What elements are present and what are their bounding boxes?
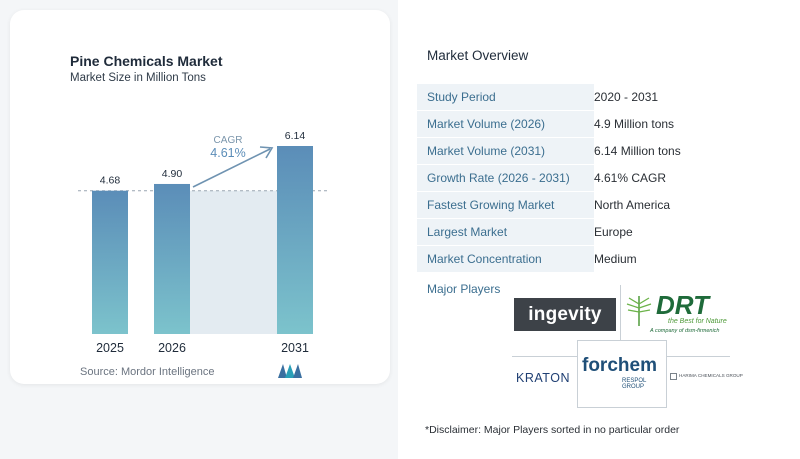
overview-row: Market Volume (2031) 6.14 Million tons xyxy=(417,138,795,165)
overview-row-label: Fastest Growing Market xyxy=(417,192,594,218)
bar-value-label: 6.14 xyxy=(285,130,306,142)
major-players-label: Major Players xyxy=(427,282,501,296)
overview-row-label: Largest Market xyxy=(417,219,594,245)
overview-row-label: Market Volume (2026) xyxy=(417,111,594,137)
overview-row: Market Volume (2026) 4.9 Million tons xyxy=(417,111,795,138)
drt-logo: DRT the Best for Nature A company of dsm… xyxy=(624,290,730,336)
overview-row-value: 6.14 Million tons xyxy=(594,144,681,158)
source-text: Source: Mordor Intelligence xyxy=(80,366,215,378)
chart-subtitle: Market Size in Million Tons xyxy=(70,72,206,84)
projection-band xyxy=(190,190,277,334)
disclaimer-text: *Disclaimer: Major Players sorted in no … xyxy=(425,424,680,436)
x-tick-label: 2026 xyxy=(158,341,186,355)
overview-row-label: Market Concentration xyxy=(417,246,594,272)
bar-2031 xyxy=(277,146,313,334)
overview-row-value: 4.61% CAGR xyxy=(594,171,667,185)
cagr-label: CAGR xyxy=(214,135,243,146)
overview-row: Largest Market Europe xyxy=(417,219,795,246)
pine-leaf-icon xyxy=(626,296,652,326)
overview-title: Market Overview xyxy=(427,48,529,63)
bar-2026 xyxy=(154,183,190,334)
chart-title: Pine Chemicals Market xyxy=(70,53,223,69)
overview-row: Growth Rate (2026 - 2031) 4.61% CAGR xyxy=(417,165,795,192)
overview-row: Fastest Growing Market North America xyxy=(417,192,795,219)
overview-row-value: 2020 - 2031 xyxy=(594,90,659,104)
logo-divider xyxy=(620,285,621,353)
bar-2025 xyxy=(92,190,128,334)
bar-value-label: 4.68 xyxy=(100,175,121,187)
bar-chart: 4.68 4.90 6.14 2025 2026 2031 CAGR 4.61% xyxy=(78,130,328,355)
overview-row-label: Study Period xyxy=(417,84,594,110)
overview-row: Study Period 2020 - 2031 xyxy=(417,84,795,111)
x-tick-label: 2031 xyxy=(281,341,309,355)
overview-row-label: Growth Rate (2026 - 2031) xyxy=(417,165,594,191)
cagr-arrow xyxy=(192,146,274,188)
overview-row-value: Europe xyxy=(594,225,633,239)
overview-row-label: Market Volume (2031) xyxy=(417,138,594,164)
overview-row-value: Medium xyxy=(594,252,637,266)
forchem-logo: forchem RESPOL GROUP xyxy=(577,340,667,408)
harima-logo: HARIMA CHEMICALS GROUP xyxy=(670,372,743,384)
overview-row-value: 4.9 Million tons xyxy=(594,117,675,131)
mordor-logo-icon xyxy=(278,364,302,378)
ingevity-logo: ingevity xyxy=(514,298,616,331)
bar-value-label: 4.90 xyxy=(162,168,183,180)
kraton-logo: KRATON xyxy=(516,371,570,385)
harima-mark-icon xyxy=(670,373,677,380)
overview-row: Market Concentration Medium xyxy=(417,246,795,273)
overview-table: Study Period 2020 - 2031 Market Volume (20… xyxy=(417,84,795,273)
overview-row-value: North America xyxy=(594,198,671,212)
cagr-value: 4.61% xyxy=(210,146,245,160)
x-tick-label: 2025 xyxy=(96,341,124,355)
